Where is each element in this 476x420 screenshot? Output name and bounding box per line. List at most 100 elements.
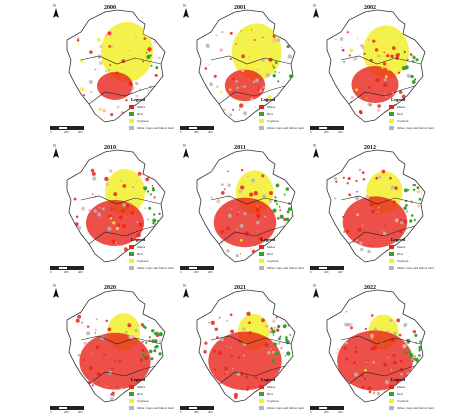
crop-patch: [97, 381, 100, 384]
crop-patch: [99, 44, 103, 49]
crop-patch: [392, 360, 397, 365]
crop-patch: [372, 203, 375, 205]
crop-patch: [269, 191, 273, 196]
crop-patch: [229, 58, 232, 61]
crop-patch: [405, 209, 409, 213]
province-boundary: [88, 365, 156, 385]
legend-item: Soybean: [259, 117, 305, 124]
scale-tick-label: 0: [50, 130, 52, 134]
crop-patch: [124, 330, 128, 334]
crop-patch: [366, 359, 369, 362]
crop-patch: [116, 385, 118, 388]
map-panel-2000: 2000 N Legend Maize Rice Soybean Other crops a…: [45, 0, 175, 140]
rice-patch: [403, 188, 408, 193]
crop-patch: [135, 36, 137, 39]
crop-patch: [147, 61, 150, 65]
legend-item: Rice: [259, 110, 305, 117]
crop-patch: [104, 176, 109, 182]
crop-patch: [108, 45, 112, 48]
crop-patch: [361, 385, 365, 389]
legend-swatch: [129, 265, 134, 270]
crop-patch: [350, 326, 353, 330]
crop-patch: [344, 112, 349, 117]
crop-patch: [110, 113, 114, 117]
legend-item: Other crops and fallow land: [389, 264, 435, 271]
crop-patch: [90, 352, 92, 354]
scale-tick-label: 200: [324, 410, 329, 414]
crop-patch: [356, 190, 358, 193]
scale-tick-label: 200: [64, 130, 69, 134]
crop-patch: [272, 350, 275, 354]
crop-patch: [229, 113, 233, 117]
crop-patch: [352, 241, 355, 243]
legend-label: Rice: [397, 111, 404, 116]
crop-patch: [92, 176, 97, 181]
crop-patch: [356, 213, 360, 217]
crop-patch: [248, 331, 252, 335]
year-title: 2022: [364, 285, 376, 291]
crop-patch: [345, 310, 348, 313]
north-arrow-icon: [183, 8, 189, 18]
crop-patch: [261, 36, 264, 39]
crop-patch: [147, 89, 149, 92]
crop-patch: [134, 328, 138, 333]
legend-label: Soybean: [397, 258, 409, 263]
crop-patch: [147, 47, 152, 52]
legend-item: Other crops and fallow land: [129, 264, 175, 271]
crop-patch: [375, 77, 380, 83]
rice-patch: [143, 186, 148, 191]
crop-patch: [383, 93, 386, 95]
rice-patch: [146, 54, 151, 60]
crop-patch: [214, 250, 217, 254]
crop-patch: [338, 94, 341, 97]
crop-patch: [256, 213, 261, 218]
crop-patch: [118, 215, 123, 220]
legend-item: Other crops and fallow land: [259, 404, 305, 411]
crop-patch: [333, 243, 338, 248]
legend-swatch: [259, 258, 264, 263]
legend-label: Maize: [137, 384, 146, 389]
crop-patch: [82, 358, 85, 361]
crop-patch: [115, 226, 120, 231]
crop-patch: [208, 63, 210, 66]
legend-swatch: [129, 391, 134, 396]
crop-patch: [209, 207, 211, 209]
legend-item: Soybean: [389, 257, 435, 264]
crop-patch: [229, 313, 233, 317]
crop-patch: [373, 327, 377, 331]
legend-swatch: [389, 244, 394, 249]
crop-patch: [73, 197, 77, 201]
crop-patch: [237, 356, 241, 359]
rice-patch: [403, 50, 406, 54]
crop-patch: [144, 355, 149, 360]
legend-swatch: [389, 251, 394, 256]
legend-label: Rice: [267, 111, 274, 116]
crop-patch: [147, 319, 150, 322]
crop-patch: [246, 311, 251, 316]
crop-patch: [360, 247, 364, 252]
crop-patch: [227, 183, 229, 185]
crop-patch: [384, 95, 387, 98]
legend-label: Maize: [267, 244, 276, 249]
crop-patch: [130, 211, 135, 215]
crop-patch: [107, 68, 111, 72]
crop-patch: [153, 196, 156, 199]
rice-patch: [148, 336, 151, 339]
crop-patch: [356, 37, 359, 40]
legend-item: Rice: [389, 110, 435, 117]
crop-patch: [215, 34, 218, 37]
crop-patch: [216, 378, 219, 381]
crop-patch: [384, 379, 390, 385]
rice-patch: [152, 213, 156, 216]
crop-patch: [210, 196, 213, 199]
crop-patch: [239, 223, 244, 228]
crop-patch: [217, 351, 223, 356]
crop-patch: [422, 170, 424, 172]
crop-patch: [275, 316, 278, 319]
crop-patch: [382, 231, 387, 236]
legend-swatch: [129, 118, 134, 123]
crop-patch: [76, 116, 80, 119]
crop-patch: [236, 228, 238, 231]
legend-swatch: [259, 384, 264, 389]
crop-patch: [79, 104, 83, 108]
